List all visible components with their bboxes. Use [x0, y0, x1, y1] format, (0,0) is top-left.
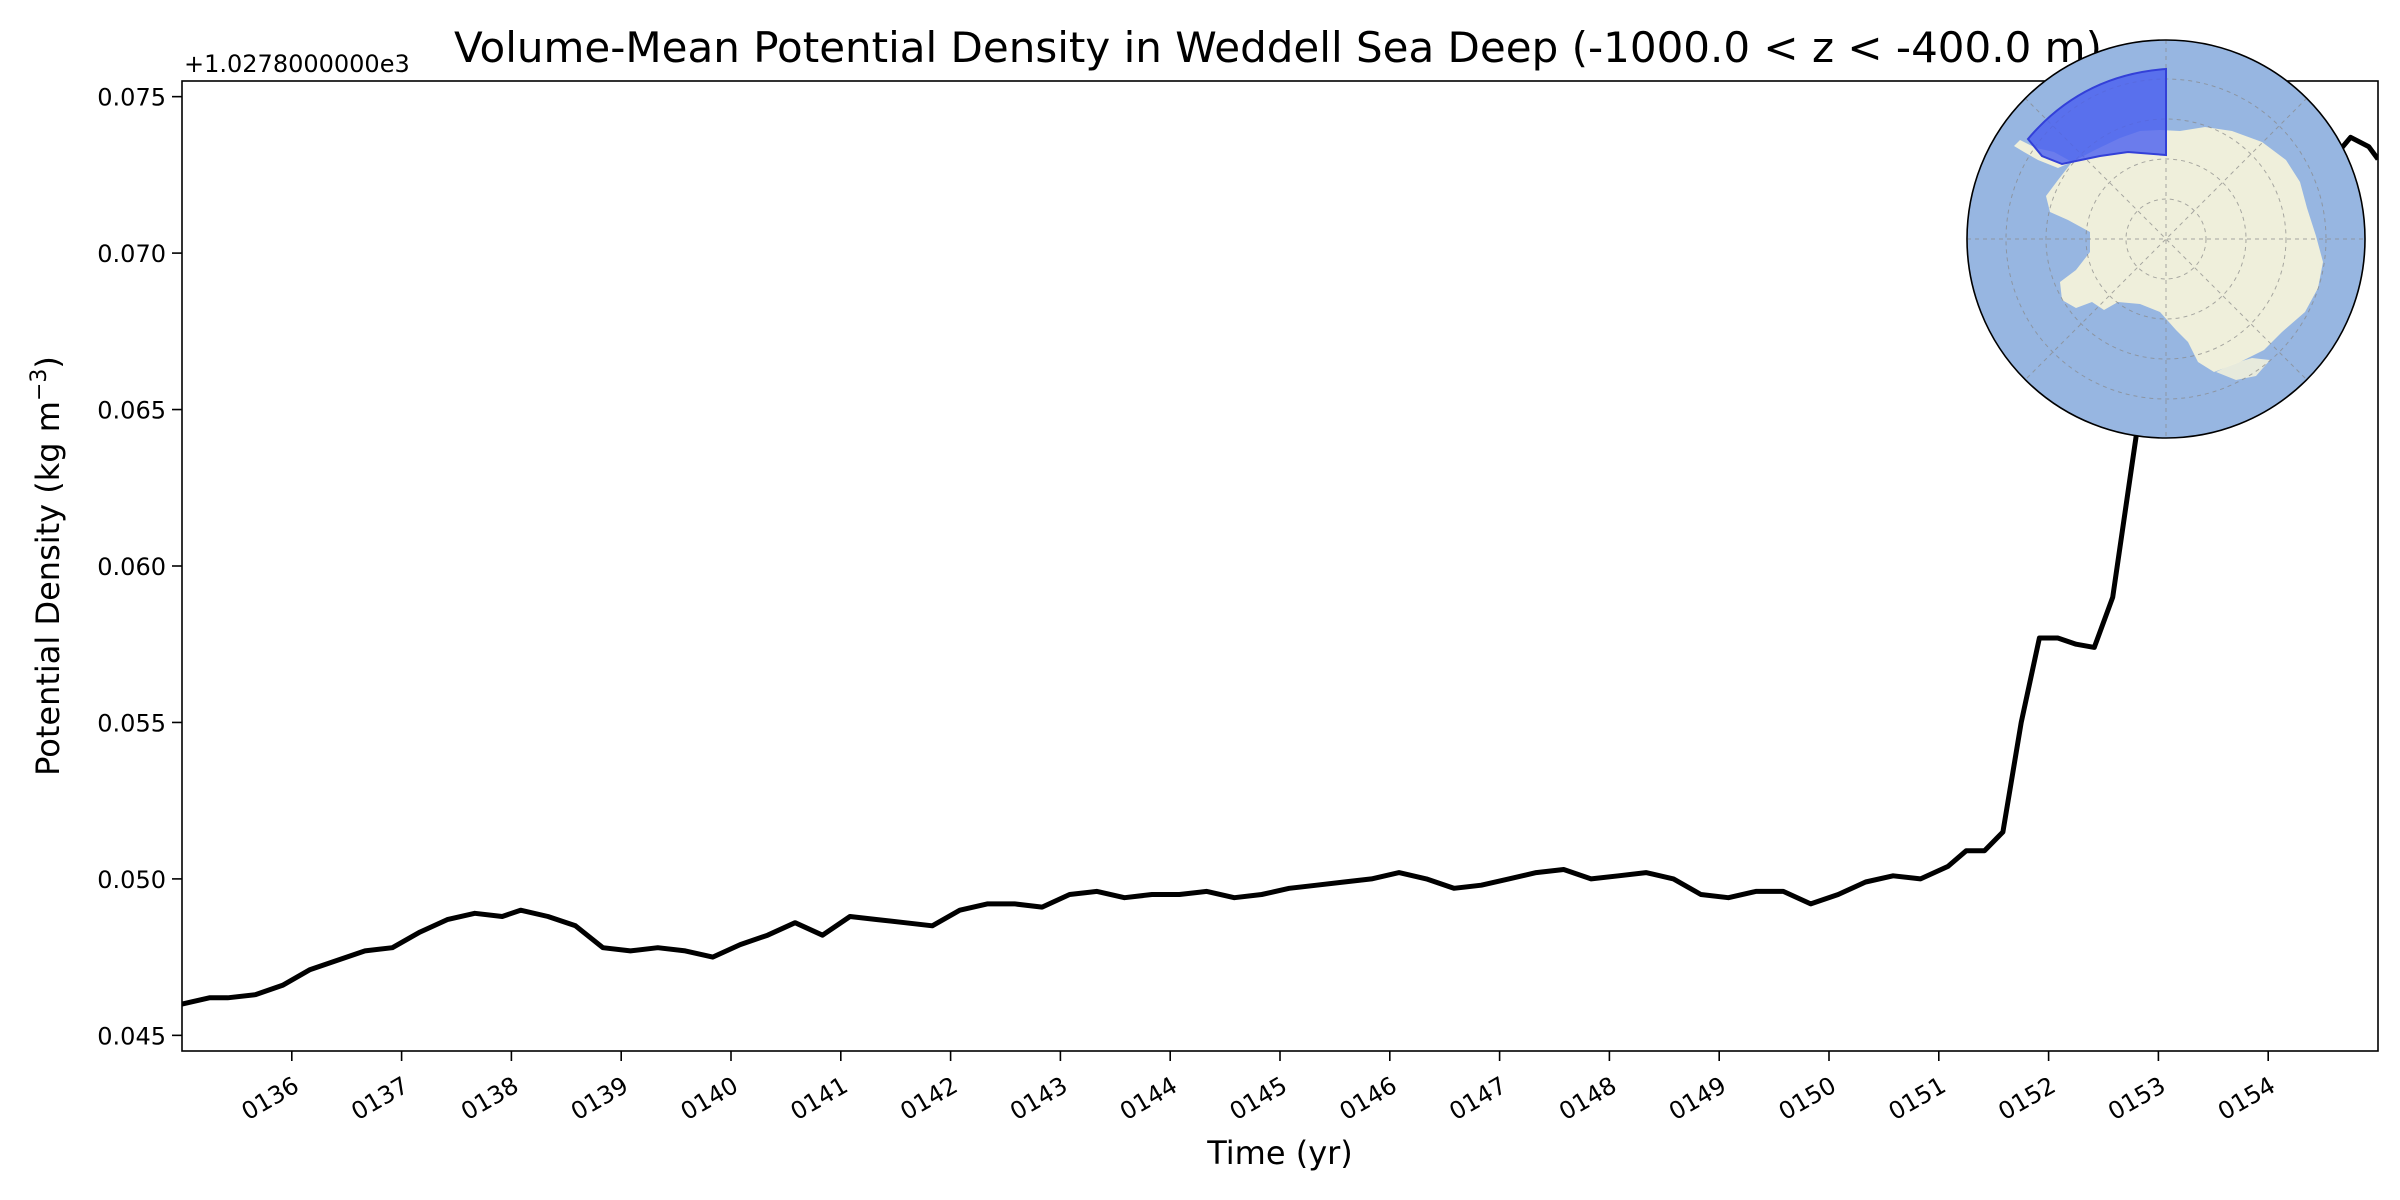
series-layer: [182, 134, 2378, 1007]
x-tick-label: 0145: [1225, 1071, 1292, 1126]
y-axis-label-main: Potential Density (kg m: [29, 401, 67, 776]
x-tick-label: 0140: [676, 1071, 743, 1126]
x-tick-label: 0147: [1445, 1071, 1512, 1126]
y-axis-ticks: 0.045 0.050 0.055 0.060 0.065 0.070 0.075: [97, 84, 182, 1050]
y-tick-label: 0.065: [97, 397, 166, 425]
inset-polar-map: [1966, 39, 2366, 439]
inset-weddell-region: [2026, 67, 2167, 166]
x-tick-label: 0148: [1554, 1071, 1621, 1126]
x-tick-label: 0151: [1884, 1071, 1951, 1126]
y-tick-label: 0.075: [97, 84, 166, 112]
x-axis-ticks: 0136 0137 0138 0139 0140 0141 0142 0143 0144 0145…: [237, 1051, 2280, 1126]
inset-map-border: [1966, 39, 2366, 439]
x-tick-label: 0137: [347, 1071, 414, 1126]
inset-ice-shelf: [2216, 358, 2270, 380]
x-tick-label: 0154: [2213, 1071, 2280, 1126]
series-line-0: [182, 134, 2378, 1007]
x-tick-label: 0138: [456, 1071, 523, 1126]
chart-title: Volume-Mean Potential Density in Weddell…: [454, 23, 2102, 72]
x-tick-label: 0153: [2103, 1071, 2170, 1126]
x-tick-label: 0136: [237, 1071, 304, 1126]
x-tick-label: 0139: [566, 1071, 633, 1126]
y-tick-label: 0.060: [97, 553, 166, 581]
y-axis-label-superscript: −3: [27, 369, 52, 401]
y-tick-label: 0.045: [97, 1022, 166, 1050]
y-axis-label: Potential Density (kg m−3): [27, 356, 67, 776]
x-tick-label: 0143: [1005, 1071, 1072, 1126]
x-tick-label: 0150: [1774, 1071, 1841, 1126]
y-axis-label-close: ): [29, 356, 67, 368]
x-tick-label: 0152: [1994, 1071, 2061, 1126]
x-tick-label: 0144: [1115, 1071, 1182, 1126]
inset-antarctica-land: [2046, 127, 2323, 372]
x-tick-label: 0142: [896, 1071, 963, 1126]
x-axis-label: Time (yr): [1206, 1134, 1353, 1172]
x-tick-label: 0141: [786, 1071, 853, 1126]
axis-offset-label: +1.0278000000e3: [184, 50, 410, 78]
y-tick-label: 0.070: [97, 240, 166, 268]
x-tick-label: 0149: [1664, 1071, 1731, 1126]
y-tick-label: 0.050: [97, 866, 166, 894]
x-tick-label: 0146: [1335, 1071, 1402, 1126]
y-tick-label: 0.055: [97, 709, 166, 737]
